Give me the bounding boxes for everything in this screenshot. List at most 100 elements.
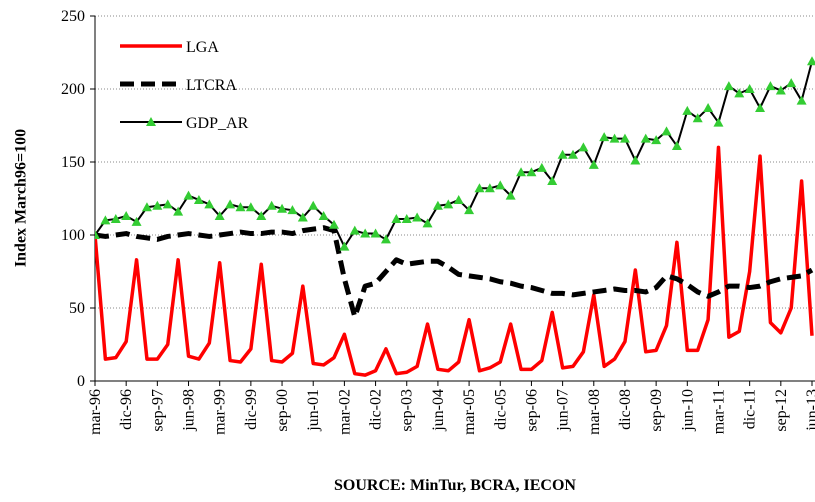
data-point <box>661 126 672 136</box>
series-line <box>95 61 813 248</box>
data-point <box>380 234 391 244</box>
data-point <box>131 216 142 226</box>
data-point <box>786 78 797 88</box>
data-point <box>225 199 236 209</box>
data-point <box>141 202 152 212</box>
data-point <box>329 219 339 229</box>
x-tick-label: jun-13 <box>804 389 815 432</box>
series-line <box>95 145 814 377</box>
x-tick-label: jun-04 <box>430 389 447 432</box>
series-line <box>95 225 814 320</box>
data-point <box>214 211 225 221</box>
x-tick-label: jun-01 <box>305 389 322 432</box>
data-point <box>516 167 527 177</box>
y-tick-label: 150 <box>61 154 85 171</box>
data-point <box>162 199 173 209</box>
x-tick-label: sep-12 <box>773 389 790 432</box>
data-point <box>526 167 537 177</box>
x-tick-label: mar-02 <box>336 389 353 435</box>
data-point <box>464 205 475 215</box>
x-tick-label: sep-00 <box>274 389 291 432</box>
data-point <box>765 81 776 91</box>
data-point <box>807 56 815 66</box>
data-point <box>588 159 599 169</box>
data-point <box>734 88 745 98</box>
data-point <box>277 203 288 213</box>
x-tick-label: mar-05 <box>461 389 478 435</box>
x-tick-label: dic-02 <box>368 389 385 430</box>
data-point <box>95 230 100 239</box>
y-tick-label: 250 <box>61 8 85 25</box>
y-tick-label: 100 <box>61 227 85 244</box>
data-point <box>370 228 381 238</box>
data-point <box>193 194 204 204</box>
data-point <box>505 190 516 200</box>
data-point <box>796 95 807 105</box>
data-point <box>287 205 298 215</box>
data-point <box>744 84 755 93</box>
legend-label: LGA <box>186 39 219 56</box>
data-point <box>609 133 620 143</box>
legend-marker <box>146 117 156 126</box>
data-point <box>422 218 433 228</box>
data-point <box>755 102 766 112</box>
data-point <box>484 183 495 193</box>
data-point <box>245 202 256 212</box>
data-point <box>297 212 308 222</box>
x-tick-label: dic-08 <box>617 389 634 430</box>
data-point <box>308 200 319 210</box>
x-tick-label: dic-99 <box>243 389 260 430</box>
data-point <box>110 213 121 223</box>
data-point <box>536 162 547 172</box>
data-point <box>640 133 651 143</box>
data-point <box>121 211 132 221</box>
y-tick-label: 50 <box>69 300 85 317</box>
x-tick-label: sep-09 <box>648 389 665 432</box>
data-point <box>495 180 506 190</box>
data-point <box>100 215 111 225</box>
x-axis-title: SOURCE: MinTur, BCRA, IECON <box>334 477 576 494</box>
data-point <box>775 85 786 95</box>
data-point <box>557 149 568 159</box>
data-point <box>547 175 558 185</box>
data-point <box>432 200 443 210</box>
data-point <box>235 202 246 212</box>
data-point <box>651 135 662 145</box>
data-point <box>671 140 682 150</box>
data-point <box>474 183 485 193</box>
legend-label: GDP_AR <box>186 115 249 132</box>
data-point <box>578 142 589 152</box>
data-point <box>266 200 277 210</box>
x-tick-label: mar-08 <box>586 389 603 435</box>
x-tick-label: mar-96 <box>87 389 104 435</box>
data-point <box>391 213 402 223</box>
x-tick-label: dic-11 <box>742 389 759 429</box>
x-tick-label: sep-97 <box>149 389 166 432</box>
data-point <box>360 228 371 238</box>
data-point <box>173 206 184 216</box>
y-tick-label: 0 <box>77 373 85 390</box>
data-point <box>256 211 267 221</box>
legend-label: LTCRA <box>186 77 237 94</box>
x-tick-label: dic-96 <box>118 389 135 430</box>
data-point <box>401 213 412 223</box>
data-point <box>713 117 724 127</box>
data-point <box>453 194 464 204</box>
data-point <box>183 190 194 200</box>
data-point <box>443 199 454 209</box>
x-tick-label: mar-99 <box>212 389 229 435</box>
data-point <box>682 105 693 115</box>
data-point <box>630 155 641 165</box>
data-point <box>599 132 610 142</box>
x-tick-label: dic-05 <box>492 389 509 430</box>
data-point <box>619 133 630 143</box>
y-tick-label: 200 <box>61 81 85 98</box>
data-point <box>412 212 423 222</box>
x-tick-label: jun-98 <box>181 389 198 432</box>
data-point <box>568 149 578 159</box>
x-tick-label: jun-10 <box>679 389 696 432</box>
data-point <box>152 200 163 210</box>
x-tick-label: mar-11 <box>710 389 727 434</box>
data-point <box>204 199 215 209</box>
